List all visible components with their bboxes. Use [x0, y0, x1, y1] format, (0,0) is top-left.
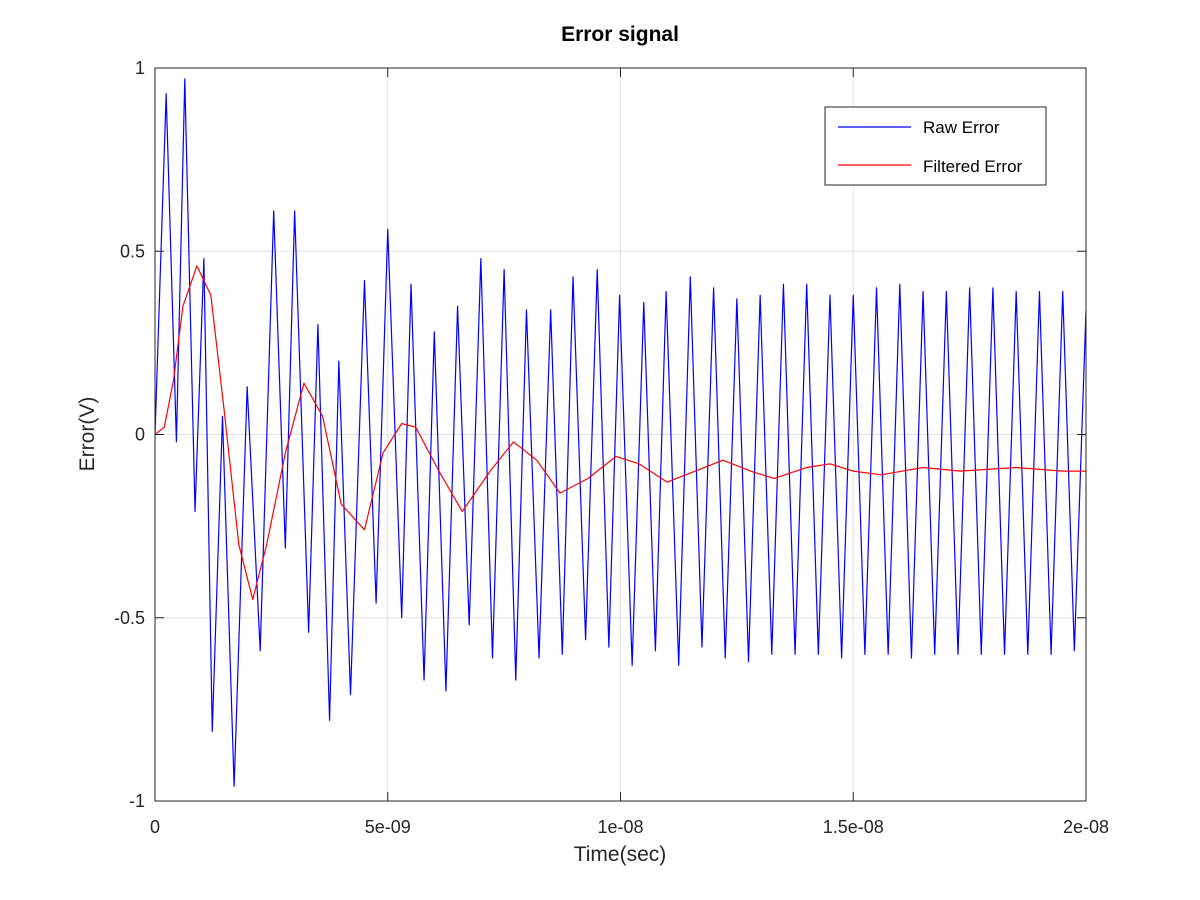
series-line-filtered-error: [155, 265, 1086, 601]
chart-title: Error signal: [561, 23, 679, 46]
series-layer: [155, 78, 1086, 787]
y-tick-label: 0: [135, 425, 145, 445]
x-tick-label: 1e-08: [597, 817, 643, 837]
legend: Raw Error Filtered Error: [824, 106, 1047, 186]
x-tick-label: 2e-08: [1063, 817, 1109, 837]
series-line-raw-error: [155, 78, 1086, 787]
legend-label-raw-error: Raw Error: [923, 118, 1000, 137]
y-axis-label: Error(V): [76, 397, 99, 472]
legend-box: [824, 106, 1047, 186]
x-tick-label: 1.5e-08: [823, 817, 884, 837]
y-tick-label: 1: [135, 58, 145, 78]
legend-label-filtered-error: Filtered Error: [923, 157, 1023, 176]
y-tick-label: -1: [129, 791, 145, 811]
axes-layer: [154, 67, 1087, 802]
x-tick-label: 5e-09: [365, 817, 411, 837]
y-tick-label: -0.5: [114, 608, 145, 628]
y-tick-label: 0.5: [120, 241, 145, 261]
tick-label-layer: 0 5e-09 1e-08 1.5e-08 2e-08 1 0.5 0 -0.5 -1: [114, 58, 1109, 837]
x-tick-label: 0: [150, 817, 160, 837]
x-axis-label: Time(sec): [574, 843, 667, 866]
